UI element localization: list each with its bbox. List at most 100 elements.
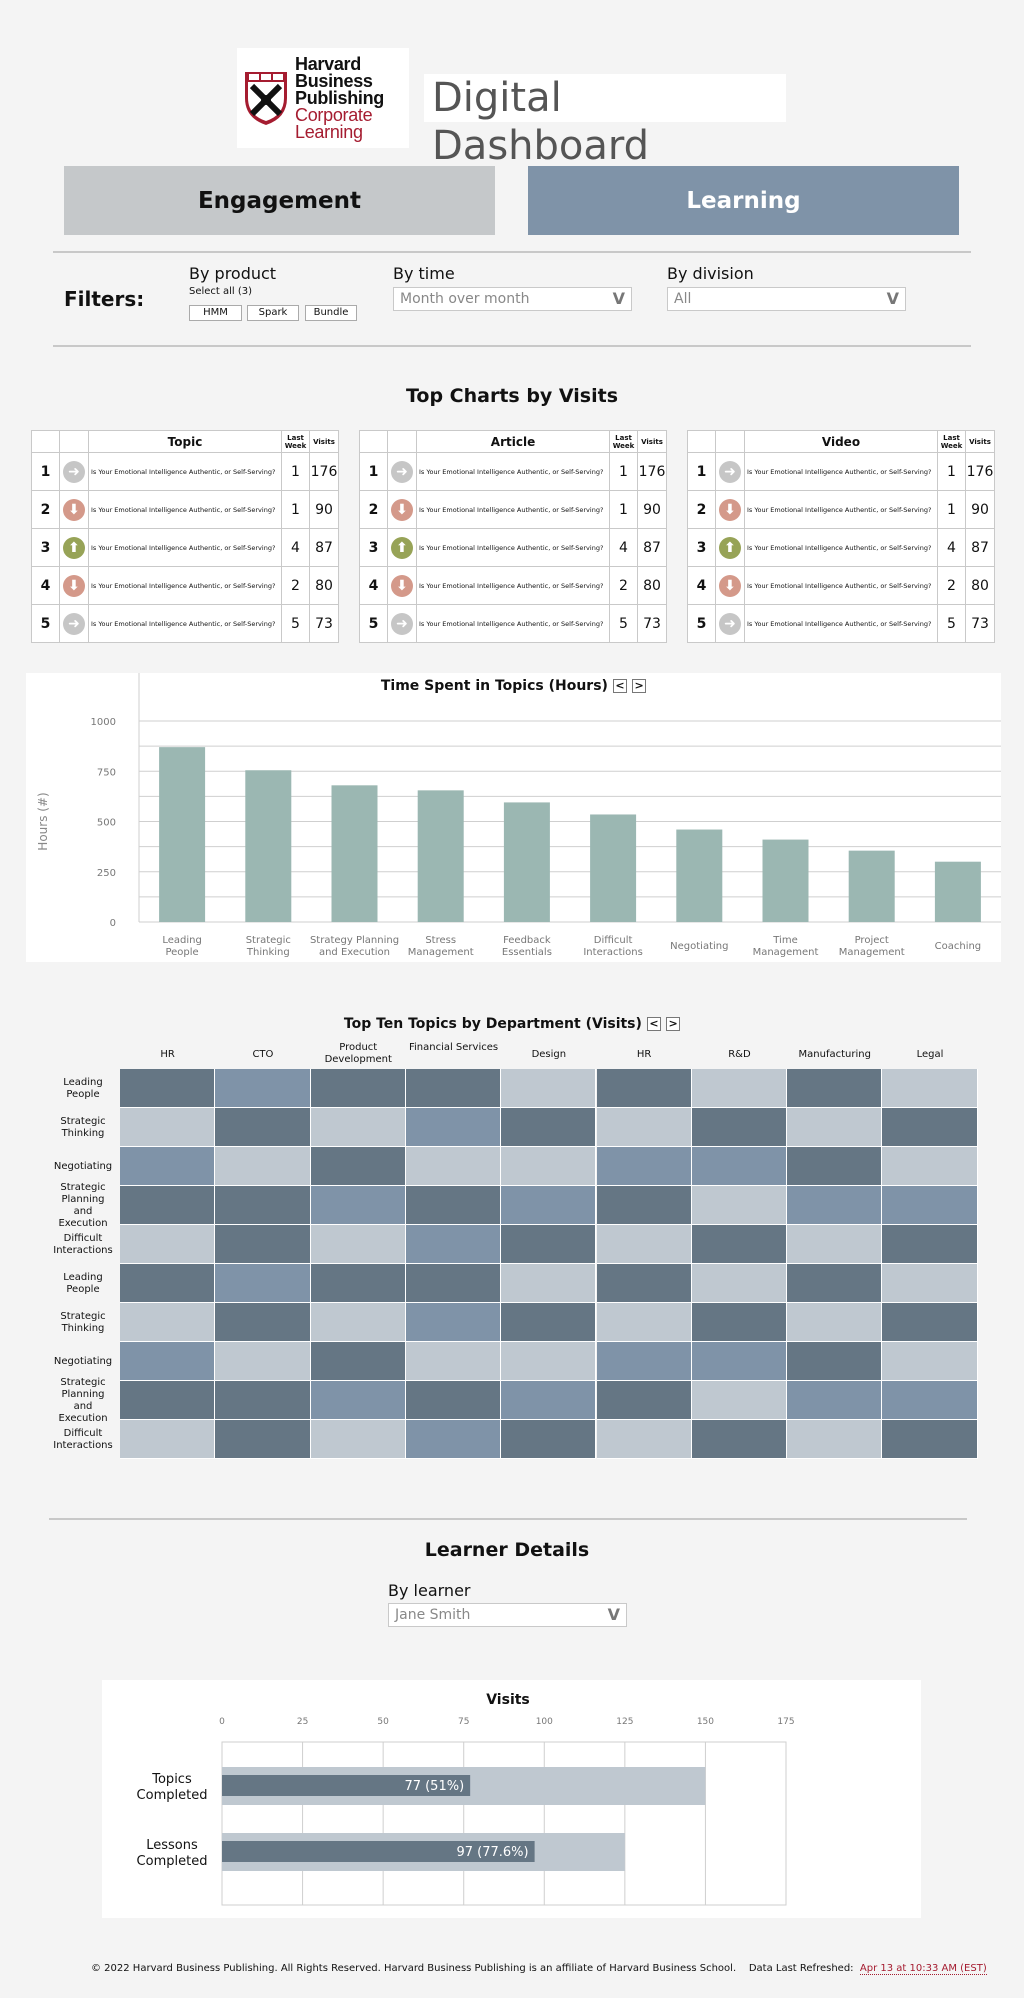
heatmap-cell[interactable] bbox=[405, 1069, 502, 1108]
bar[interactable] bbox=[848, 850, 895, 922]
heatmap-cell[interactable] bbox=[501, 1147, 597, 1186]
heatmap-cell[interactable] bbox=[310, 1186, 406, 1225]
heatmap-cell[interactable] bbox=[787, 1264, 883, 1303]
topic-cell[interactable]: Is Your Emotional Intelligence Authentic… bbox=[416, 490, 610, 529]
heatmap-cell[interactable] bbox=[882, 1225, 978, 1264]
table-row[interactable]: 4 ⬇ Is Your Emotional Intelligence Authent… bbox=[687, 566, 995, 605]
heatmap-cell[interactable] bbox=[405, 1147, 502, 1186]
heatmap-cell[interactable] bbox=[120, 1108, 216, 1147]
product-hmm-button[interactable]: HMM bbox=[189, 305, 242, 321]
heatmap-cell[interactable] bbox=[310, 1420, 406, 1459]
bar[interactable] bbox=[503, 802, 550, 922]
bar[interactable] bbox=[762, 839, 809, 922]
table-row[interactable]: 5 ➜ Is Your Emotional Intelligence Authent… bbox=[359, 604, 667, 643]
heatmap-cell[interactable] bbox=[691, 1225, 788, 1264]
heatmap-cell[interactable] bbox=[120, 1420, 216, 1459]
heatmap-cell[interactable] bbox=[882, 1381, 978, 1420]
heatmap-cell[interactable] bbox=[405, 1186, 502, 1225]
heatmap-cell[interactable] bbox=[691, 1108, 788, 1147]
table-row[interactable]: 4 ⬇ Is Your Emotional Intelligence Authent… bbox=[359, 566, 667, 605]
heatmap-cell[interactable] bbox=[310, 1225, 406, 1264]
heatmap-cell[interactable] bbox=[501, 1069, 597, 1108]
heatmap-cell[interactable] bbox=[882, 1147, 978, 1186]
heatmap-cell[interactable] bbox=[120, 1147, 216, 1186]
heatmap-cell[interactable] bbox=[120, 1303, 216, 1342]
heatmap-cell[interactable] bbox=[882, 1069, 978, 1108]
value-bar[interactable] bbox=[222, 1841, 535, 1862]
table-row[interactable]: 1 ➜ Is Your Emotional Intelligence Authent… bbox=[687, 452, 995, 491]
table-row[interactable]: 3 ⬆ Is Your Emotional Intelligence Authent… bbox=[359, 528, 667, 567]
heatmap-cell[interactable] bbox=[691, 1420, 788, 1459]
heatmap-cell[interactable] bbox=[120, 1264, 216, 1303]
heatmap-cell[interactable] bbox=[501, 1186, 597, 1225]
table-row[interactable]: 2 ⬇ Is Your Emotional Intelligence Authent… bbox=[31, 490, 339, 529]
heatmap-cell[interactable] bbox=[120, 1225, 216, 1264]
table-row[interactable]: 2 ⬇ Is Your Emotional Intelligence Authent… bbox=[359, 490, 667, 529]
bar[interactable] bbox=[159, 747, 206, 922]
heatmap-cell[interactable] bbox=[405, 1264, 502, 1303]
topic-cell[interactable]: Is Your Emotional Intelligence Authentic… bbox=[744, 528, 938, 567]
bar[interactable] bbox=[245, 770, 292, 922]
table-row[interactable]: 3 ⬆ Is Your Emotional Intelligence Authent… bbox=[31, 528, 339, 567]
heatmap-cell[interactable] bbox=[120, 1342, 216, 1381]
table-row[interactable]: 1 ➜ Is Your Emotional Intelligence Authent… bbox=[31, 452, 339, 491]
table-row[interactable]: 1 ➜ Is Your Emotional Intelligence Authent… bbox=[359, 452, 667, 491]
heatmap-cell[interactable] bbox=[596, 1108, 692, 1147]
topic-cell[interactable]: Is Your Emotional Intelligence Authentic… bbox=[88, 604, 282, 643]
heatmap-cell[interactable] bbox=[310, 1381, 406, 1420]
topic-cell[interactable]: Is Your Emotional Intelligence Authentic… bbox=[744, 604, 938, 643]
heatmap-cell[interactable] bbox=[310, 1342, 406, 1381]
heatmap-cell[interactable] bbox=[405, 1342, 502, 1381]
prev-button[interactable]: < bbox=[613, 678, 628, 693]
topic-cell[interactable]: Is Your Emotional Intelligence Authentic… bbox=[88, 490, 282, 529]
topic-cell[interactable]: Is Your Emotional Intelligence Authentic… bbox=[416, 452, 610, 491]
heatmap-cell[interactable] bbox=[120, 1069, 216, 1108]
heatmap-cell[interactable] bbox=[215, 1186, 311, 1225]
heatmap-cell[interactable] bbox=[405, 1381, 502, 1420]
heatmap-cell[interactable] bbox=[215, 1342, 311, 1381]
next-button[interactable]: > bbox=[632, 678, 647, 693]
topic-cell[interactable]: Is Your Emotional Intelligence Authentic… bbox=[416, 566, 610, 605]
heatmap-cell[interactable] bbox=[215, 1303, 311, 1342]
heatmap-cell[interactable] bbox=[310, 1264, 406, 1303]
heatmap-cell[interactable] bbox=[215, 1264, 311, 1303]
heatmap-cell[interactable] bbox=[882, 1342, 978, 1381]
table-row[interactable]: 3 ⬆ Is Your Emotional Intelligence Authent… bbox=[687, 528, 995, 567]
topic-cell[interactable]: Is Your Emotional Intelligence Authentic… bbox=[416, 528, 610, 567]
heatmap-cell[interactable] bbox=[501, 1225, 597, 1264]
heatmap-cell[interactable] bbox=[215, 1147, 311, 1186]
product-bundle-button[interactable]: Bundle bbox=[305, 305, 357, 321]
time-select[interactable]: Month over month V bbox=[393, 287, 632, 311]
heatmap-cell[interactable] bbox=[215, 1381, 311, 1420]
heatmap-cell[interactable] bbox=[691, 1303, 788, 1342]
prev-button[interactable]: < bbox=[647, 1016, 662, 1031]
heatmap-cell[interactable] bbox=[596, 1147, 692, 1186]
heatmap-cell[interactable] bbox=[691, 1264, 788, 1303]
topic-cell[interactable]: Is Your Emotional Intelligence Authentic… bbox=[744, 452, 938, 491]
next-button[interactable]: > bbox=[666, 1016, 681, 1031]
heatmap-cell[interactable] bbox=[596, 1420, 692, 1459]
bar[interactable] bbox=[934, 861, 981, 922]
bar[interactable] bbox=[676, 829, 723, 922]
heatmap-cell[interactable] bbox=[787, 1108, 883, 1147]
table-row[interactable]: 2 ⬇ Is Your Emotional Intelligence Authent… bbox=[687, 490, 995, 529]
heatmap-cell[interactable] bbox=[882, 1420, 978, 1459]
heatmap-cell[interactable] bbox=[215, 1108, 311, 1147]
heatmap-cell[interactable] bbox=[405, 1303, 502, 1342]
select-all-link[interactable]: Select all (3) bbox=[189, 286, 253, 297]
heatmap-cell[interactable] bbox=[787, 1069, 883, 1108]
heatmap-cell[interactable] bbox=[882, 1264, 978, 1303]
heatmap-cell[interactable] bbox=[787, 1381, 883, 1420]
topic-cell[interactable]: Is Your Emotional Intelligence Authentic… bbox=[88, 566, 282, 605]
heatmap-cell[interactable] bbox=[501, 1342, 597, 1381]
refreshed-value[interactable]: Apr 13 at 10:33 AM (EST) bbox=[859, 1963, 987, 1975]
bar[interactable] bbox=[331, 785, 378, 922]
bar[interactable] bbox=[417, 790, 464, 922]
heatmap-cell[interactable] bbox=[596, 1264, 692, 1303]
heatmap-cell[interactable] bbox=[310, 1108, 406, 1147]
topic-cell[interactable]: Is Your Emotional Intelligence Authentic… bbox=[744, 490, 938, 529]
heatmap-cell[interactable] bbox=[691, 1342, 788, 1381]
topic-cell[interactable]: Is Your Emotional Intelligence Authentic… bbox=[88, 528, 282, 567]
heatmap-cell[interactable] bbox=[691, 1069, 788, 1108]
heatmap-cell[interactable] bbox=[215, 1225, 311, 1264]
